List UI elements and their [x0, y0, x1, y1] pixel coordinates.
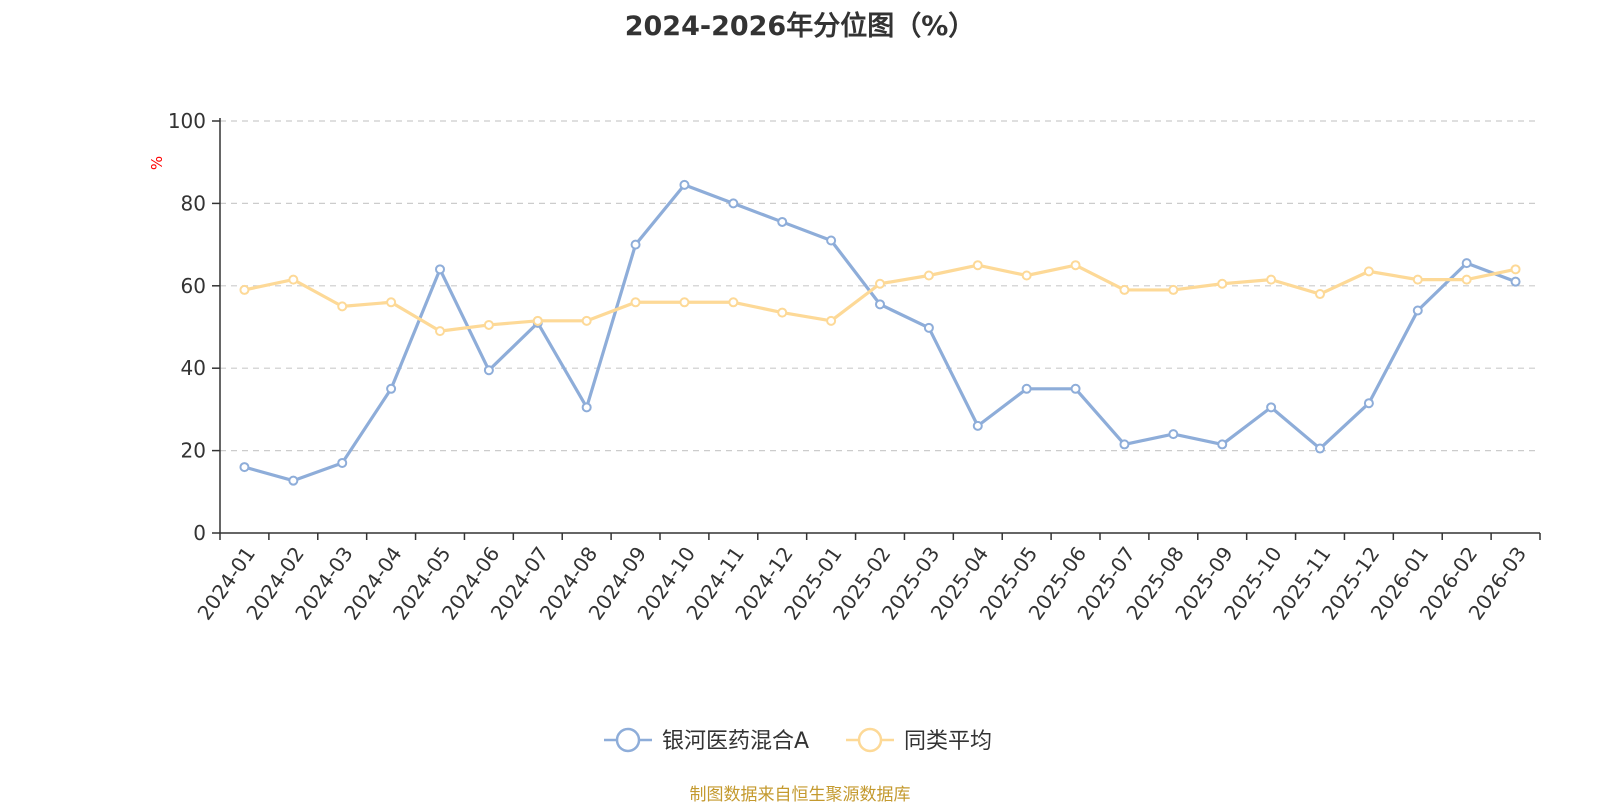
series-1-point	[777, 216, 788, 227]
series-layer	[239, 179, 1521, 486]
series-2-point	[435, 326, 445, 337]
series-2-point	[288, 274, 299, 285]
series-2-point	[679, 297, 690, 308]
y-tick-label: 20	[181, 439, 206, 463]
legend-marker-1	[615, 727, 641, 753]
series-2-point	[1168, 284, 1179, 295]
series-1-point	[337, 457, 348, 468]
series-1-point	[1021, 383, 1032, 394]
series-2-point	[1266, 274, 1277, 285]
series-2-point	[630, 297, 641, 308]
series-2-point	[1461, 274, 1472, 285]
series-2-point	[1510, 264, 1521, 275]
series-1-point	[972, 420, 983, 431]
series-2-point	[483, 319, 494, 330]
series-1-point	[1070, 383, 1081, 394]
series-2-point	[239, 284, 250, 295]
series-2-point	[1217, 278, 1228, 289]
series-1-point	[1412, 305, 1423, 316]
series-line-1	[242, 183, 1518, 483]
series-1-point	[435, 264, 445, 275]
series-1-point	[1510, 276, 1521, 287]
series-2-point	[337, 301, 348, 312]
legend: 银河医药混合A 同类平均	[604, 727, 992, 754]
chart-title: 2024-2026年分位图（%）	[624, 11, 976, 42]
series-1-point	[1461, 258, 1472, 269]
series-2-point	[1363, 266, 1374, 277]
series-1-point	[1363, 398, 1374, 409]
series-1-point	[679, 179, 690, 190]
series-2-point	[875, 278, 885, 289]
series-1-point	[923, 322, 934, 333]
y-axis-label: %	[148, 156, 166, 170]
series-2-point	[581, 315, 592, 326]
series-2-point	[386, 297, 397, 308]
series-1-point	[630, 239, 641, 250]
series-1-point	[386, 383, 397, 394]
series-2-point	[826, 315, 837, 326]
series-line-2	[242, 263, 1518, 333]
series-1-point	[288, 475, 299, 486]
series-1-point	[1266, 402, 1277, 413]
y-tick-label: 80	[181, 191, 206, 215]
series-2-point	[532, 315, 543, 326]
y-tick-label: 100	[168, 109, 206, 133]
legend-marker-2	[857, 727, 883, 753]
source-note: 制图数据来自恒生聚源数据库	[689, 785, 911, 805]
y-tick-label: 0	[193, 521, 206, 545]
series-1-point	[728, 198, 739, 209]
legend-label-2: 同类平均	[904, 729, 992, 754]
series-2-point	[777, 307, 788, 318]
series-2-point	[1412, 274, 1423, 285]
series-1-point	[1217, 439, 1228, 450]
series-2-point	[923, 270, 934, 281]
series-2-point	[728, 297, 739, 308]
series-1-point	[1119, 439, 1130, 450]
series-1-point	[483, 365, 494, 376]
series-1-point	[1168, 429, 1179, 440]
series-2-point	[1315, 289, 1325, 300]
legend-label-1: 银河医药混合A	[662, 729, 809, 754]
axes: 020406080100%2024-012024-022024-032024-0…	[148, 109, 1541, 624]
y-tick-label: 60	[181, 274, 206, 298]
series-1-point	[1315, 443, 1325, 454]
series-1-point	[581, 402, 592, 413]
series-2-point	[1070, 260, 1081, 271]
series-2-point	[1021, 270, 1032, 281]
y-tick-label: 40	[181, 356, 206, 380]
series-1-point	[826, 235, 837, 246]
series-1-point	[875, 299, 885, 310]
series-2-point	[1119, 284, 1130, 295]
series-1-point	[239, 462, 250, 473]
series-2-point	[972, 260, 983, 271]
